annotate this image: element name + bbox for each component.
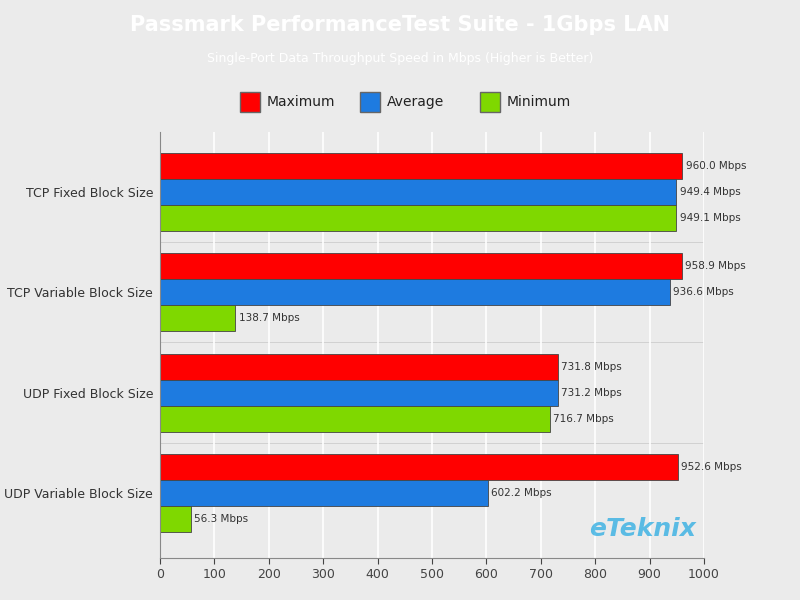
Text: 949.4 Mbps: 949.4 Mbps: [680, 187, 741, 197]
Bar: [480, 92, 500, 112]
Bar: [240, 92, 260, 112]
Text: 716.7 Mbps: 716.7 Mbps: [553, 413, 614, 424]
Text: Average: Average: [386, 95, 444, 109]
Bar: [160, 454, 678, 480]
Bar: [160, 506, 190, 532]
Bar: [160, 253, 682, 280]
Text: eTeknix: eTeknix: [589, 517, 696, 541]
Bar: [160, 153, 682, 179]
Text: 731.8 Mbps: 731.8 Mbps: [562, 362, 622, 371]
Bar: [160, 353, 558, 380]
Text: 602.2 Mbps: 602.2 Mbps: [491, 488, 551, 498]
Text: 960.0 Mbps: 960.0 Mbps: [686, 161, 746, 171]
Bar: [160, 280, 670, 305]
Bar: [160, 179, 677, 205]
Text: 958.9 Mbps: 958.9 Mbps: [685, 262, 746, 271]
Bar: [160, 305, 235, 331]
Text: Passmark PerformanceTest Suite - 1Gbps LAN: Passmark PerformanceTest Suite - 1Gbps L…: [130, 15, 670, 35]
Text: 731.2 Mbps: 731.2 Mbps: [561, 388, 622, 398]
Bar: [160, 480, 487, 506]
Text: 949.1 Mbps: 949.1 Mbps: [679, 213, 740, 223]
Text: Single-Port Data Throughput Speed in Mbps (Higher is Better): Single-Port Data Throughput Speed in Mbp…: [207, 52, 593, 65]
Text: Minimum: Minimum: [506, 95, 570, 109]
Text: Maximum: Maximum: [266, 95, 335, 109]
Text: 138.7 Mbps: 138.7 Mbps: [238, 313, 299, 323]
Bar: [360, 92, 380, 112]
Text: 952.6 Mbps: 952.6 Mbps: [682, 462, 742, 472]
Text: 936.6 Mbps: 936.6 Mbps: [673, 287, 734, 298]
Bar: [160, 406, 550, 432]
Bar: [160, 205, 676, 231]
Bar: [160, 380, 558, 406]
Text: 56.3 Mbps: 56.3 Mbps: [194, 514, 248, 524]
